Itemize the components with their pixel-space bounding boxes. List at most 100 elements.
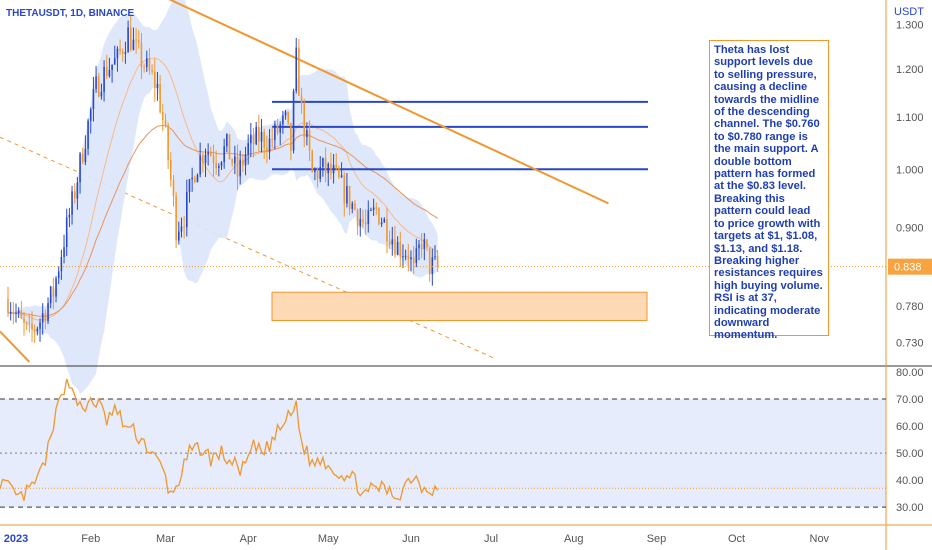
candle (212, 155, 215, 164)
candle (196, 174, 199, 183)
candle (388, 241, 391, 245)
candle (343, 175, 346, 204)
moving-average-20 (7, 57, 438, 321)
candle (263, 131, 265, 148)
candle (399, 242, 402, 257)
candle (346, 185, 348, 204)
candle (356, 209, 359, 227)
candle (295, 47, 298, 92)
candle (119, 48, 121, 52)
candle (15, 312, 17, 314)
candle (215, 163, 217, 169)
candle (121, 51, 124, 55)
candle (268, 138, 271, 153)
candle (175, 196, 177, 241)
price-tick-label-1: 1.200 (896, 64, 924, 76)
candle (172, 179, 175, 197)
candle (324, 158, 327, 174)
candle (127, 27, 129, 53)
rsi-tick-label-1: 70.00 (896, 394, 924, 406)
candle (290, 123, 292, 151)
candle (103, 66, 105, 92)
candle (108, 69, 111, 77)
candle (143, 66, 145, 68)
candle (276, 124, 279, 133)
candle (327, 163, 330, 174)
date-tick-label-2: Mar (156, 533, 175, 545)
candle (282, 115, 284, 125)
candle (95, 76, 97, 89)
candle (410, 257, 412, 260)
price-tick-label-3: 1.000 (896, 164, 924, 176)
candle (132, 39, 135, 50)
candle (330, 163, 332, 174)
candle (231, 159, 233, 164)
candle (151, 70, 153, 72)
current-price-label-bg (888, 258, 932, 275)
price-tick-label-0: 1.300 (896, 20, 924, 32)
price-tick-label-2: 1.100 (896, 112, 924, 124)
candle (228, 134, 231, 160)
candle (9, 312, 12, 314)
candle (87, 120, 89, 149)
candle (266, 147, 268, 153)
candle (244, 154, 247, 166)
candle (79, 153, 81, 183)
price-tick-label-4: 0.900 (896, 222, 924, 234)
candle (391, 239, 394, 245)
candle (242, 159, 244, 166)
candle (23, 318, 25, 323)
candle (252, 134, 255, 145)
candle (351, 203, 354, 209)
candle (394, 239, 396, 255)
candle (186, 192, 188, 228)
candle (161, 111, 164, 121)
rsi-tick-label-0: 80.00 (896, 367, 924, 379)
candle (378, 208, 380, 225)
candle (210, 152, 212, 156)
price-tick-label-6: 0.730 (896, 338, 924, 350)
candle (359, 219, 362, 227)
candle (258, 126, 260, 142)
rsi-band-fill (0, 399, 886, 508)
candle (68, 214, 71, 218)
candle (194, 177, 196, 183)
candle (436, 256, 439, 267)
candle (255, 126, 257, 145)
rsi-tick-label-4: 40.00 (896, 475, 924, 487)
candle (188, 179, 191, 193)
candle (354, 203, 356, 210)
candle (247, 143, 249, 155)
candle (431, 257, 434, 274)
candle (300, 95, 303, 104)
candle (63, 247, 65, 258)
candle (55, 278, 57, 297)
bollinger-band (8, 0, 438, 394)
candle (236, 156, 239, 177)
date-tick-label-10: Nov (810, 533, 830, 545)
candle (223, 146, 225, 163)
candle (124, 52, 127, 55)
candle (105, 66, 108, 77)
date-tick-label-6: Jul (484, 533, 498, 545)
candle (316, 170, 319, 179)
candle (25, 322, 28, 324)
candle (423, 239, 426, 250)
candle (169, 159, 172, 180)
candle (292, 91, 295, 151)
date-tick-label-8: Sep (647, 533, 667, 545)
candle (33, 329, 36, 332)
candle (271, 138, 274, 141)
rsi-line (0, 378, 439, 501)
candle (279, 124, 282, 133)
rsi-tick-label-3: 50.00 (896, 448, 924, 460)
channel-lower-line (0, 330, 31, 363)
candle (308, 129, 311, 151)
candle (404, 255, 407, 257)
candle (7, 299, 9, 314)
candle (383, 218, 386, 223)
candle (60, 257, 63, 272)
analysis-note[interactable]: Theta has lost support levels due to sel… (709, 40, 829, 341)
candle (375, 207, 378, 209)
